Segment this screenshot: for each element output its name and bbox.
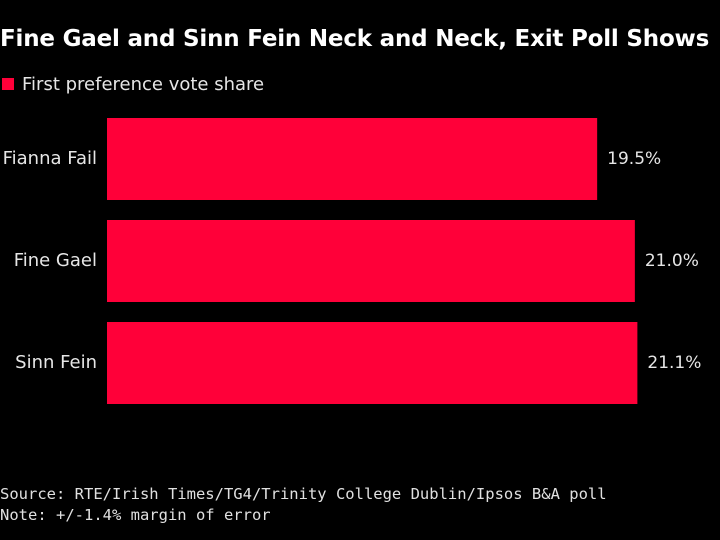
category-label: Fianna Fail — [3, 148, 97, 169]
value-label: 21.1% — [647, 353, 701, 373]
value-label: 19.5% — [607, 149, 661, 169]
source-note: Source: RTE/Irish Times/TG4/Trinity Coll… — [0, 485, 607, 503]
margin-note: Note: +/-1.4% margin of error — [0, 506, 271, 524]
chart-title: Fine Gael and Sinn Fein Neck and Neck, E… — [0, 26, 710, 52]
legend-label: First preference vote share — [22, 73, 265, 95]
bar-fianna-fail — [107, 118, 598, 200]
bar-fine-gael — [107, 220, 635, 302]
category-label: Sinn Fein — [15, 352, 97, 373]
chart-legend: First preference vote share — [2, 72, 264, 96]
bar-sinn-fein — [107, 322, 638, 404]
value-label: 21.0% — [645, 251, 699, 271]
chart-footer: Source: RTE/Irish Times/TG4/Trinity Coll… — [0, 484, 607, 526]
legend-swatch — [2, 78, 14, 90]
bar-chart: Fianna Fail 19.5% Fine Gael 21.0% Sinn Fein 2… — [3, 118, 701, 404]
category-label: Fine Gael — [14, 250, 97, 271]
